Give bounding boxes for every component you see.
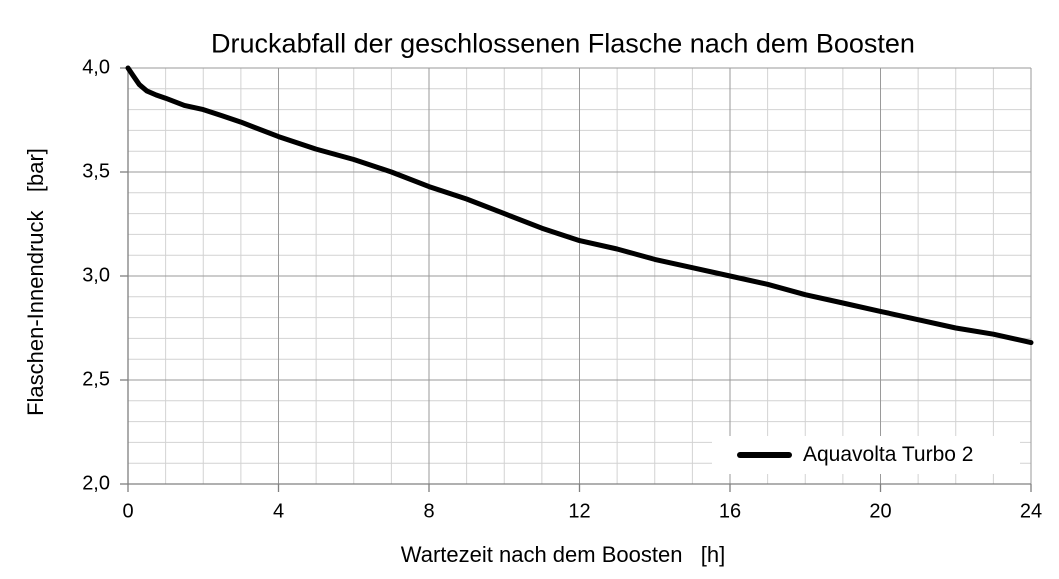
- legend-line-sample: [737, 452, 792, 458]
- y-tick-label: 3,5: [82, 160, 110, 183]
- x-tick-label: 16: [718, 500, 742, 523]
- x-axis-label: Wartezeit nach dem Boosten [h]: [400, 542, 726, 567]
- axes-and-ticks: [120, 67, 1032, 492]
- x-tick-label: 4: [272, 500, 285, 523]
- legend-label: Aquavolta Turbo 2: [803, 443, 974, 466]
- x-tick-label: 24: [1019, 500, 1043, 523]
- x-tick-label: 0: [122, 500, 134, 523]
- series-line: [125, 65, 1034, 346]
- y-tick-label: 2,5: [82, 368, 110, 391]
- y-tick-label: 3,0: [82, 264, 110, 287]
- y-tick-label: 2,0: [82, 472, 110, 495]
- legend: Aquavolta Turbo 2: [712, 436, 1020, 474]
- chart-title: Druckabfall der geschlossenen Flasche na…: [211, 28, 915, 59]
- x-tick-label: 8: [423, 500, 435, 523]
- major-gridlines: [128, 67, 1032, 484]
- y-axis-label: Flaschen-Innendruck [bar]: [23, 148, 48, 416]
- y-tick-label: 4,0: [82, 56, 110, 79]
- x-tick-label: 20: [869, 500, 892, 523]
- x-tick-label: 12: [568, 500, 591, 523]
- series-curve-aquavolta-turbo-2: [125, 65, 1034, 346]
